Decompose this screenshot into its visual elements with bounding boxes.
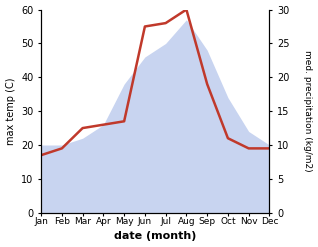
- Y-axis label: med. precipitation (kg/m2): med. precipitation (kg/m2): [303, 50, 313, 172]
- X-axis label: date (month): date (month): [114, 231, 197, 242]
- Y-axis label: max temp (C): max temp (C): [5, 77, 16, 145]
